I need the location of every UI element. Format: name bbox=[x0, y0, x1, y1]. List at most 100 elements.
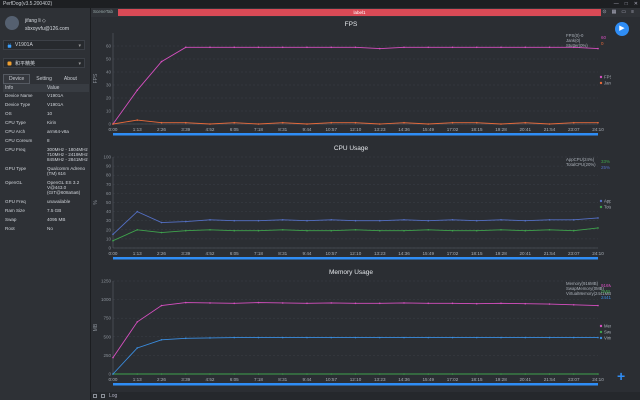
legend-label: AppCPU bbox=[604, 199, 611, 204]
data-point bbox=[427, 219, 430, 222]
x-tick-label: 10:57 bbox=[326, 377, 338, 382]
data-point bbox=[475, 219, 478, 222]
data-point bbox=[330, 336, 333, 339]
maximize-button[interactable]: □ bbox=[624, 1, 628, 7]
add-button[interactable]: + bbox=[617, 368, 626, 384]
data-point bbox=[378, 47, 381, 50]
info-row: CPU Type Kirin bbox=[3, 120, 89, 125]
x-tick-label: 19:28 bbox=[495, 377, 507, 382]
data-point bbox=[306, 46, 308, 49]
menu-icon[interactable]: ≡ bbox=[631, 9, 634, 15]
info-row: Root No bbox=[3, 226, 89, 231]
y-tick-label: 20 bbox=[106, 96, 112, 101]
readout-text: VirtualMemory(2441MB) bbox=[566, 291, 611, 296]
info-value: 10 bbox=[47, 111, 53, 116]
data-point bbox=[184, 373, 187, 375]
info-value: No bbox=[47, 226, 53, 231]
chart-icon[interactable]: ▦ bbox=[611, 9, 617, 15]
info-key: GPU Freq bbox=[5, 199, 26, 204]
info-key: Device Name bbox=[5, 93, 33, 98]
info-key: CPU Arch bbox=[5, 129, 26, 134]
timeline-scrollbar[interactable] bbox=[113, 383, 598, 386]
data-point bbox=[354, 219, 357, 222]
data-point bbox=[209, 302, 211, 304]
y-tick-label: 0 bbox=[108, 122, 111, 127]
data-point bbox=[378, 373, 381, 375]
close-button[interactable]: ✕ bbox=[633, 1, 638, 7]
x-tick-label: 6:05 bbox=[230, 377, 239, 382]
data-point bbox=[257, 301, 260, 304]
data-point bbox=[330, 121, 333, 124]
readout-text: FPS(0)-0 bbox=[566, 33, 584, 38]
avatar[interactable] bbox=[5, 16, 19, 30]
y-tick-label: 50 bbox=[106, 57, 112, 62]
tab-about[interactable]: About bbox=[63, 76, 77, 82]
location-icon[interactable]: ⊙ bbox=[602, 9, 607, 15]
y-tick-label: 20 bbox=[106, 227, 112, 232]
data-point bbox=[427, 229, 430, 231]
data-point bbox=[475, 229, 478, 232]
expand-icon[interactable] bbox=[93, 394, 97, 398]
data-point bbox=[378, 123, 381, 125]
data-point bbox=[403, 336, 405, 339]
data-point bbox=[136, 373, 139, 375]
log-label: Log bbox=[109, 393, 118, 399]
tab-setting[interactable]: Setting bbox=[36, 76, 52, 82]
info-value: OpenGL ES 3.2 V@443.0 (GIT@608a5a6) bbox=[47, 180, 81, 195]
folder-icon[interactable]: ▭ bbox=[621, 9, 627, 15]
side-value: 0MB bbox=[601, 289, 610, 294]
data-point bbox=[112, 123, 114, 125]
data-point bbox=[572, 218, 575, 221]
data-point bbox=[281, 302, 284, 304]
data-point bbox=[184, 301, 187, 304]
user-email: sbxoyvfu@126.com bbox=[25, 26, 69, 32]
y-axis-label: % bbox=[93, 200, 99, 205]
log-checkbox[interactable] bbox=[101, 394, 105, 398]
play-button[interactable]: ▶ bbox=[615, 22, 629, 36]
legend-label: Memory bbox=[604, 324, 611, 329]
data-point bbox=[403, 302, 405, 304]
chart-title: FPS bbox=[345, 21, 358, 28]
data-point bbox=[451, 46, 454, 49]
data-point bbox=[330, 373, 333, 375]
legend-label: Jank bbox=[604, 81, 611, 86]
tab-device[interactable]: Device bbox=[3, 74, 31, 84]
info-row: OS 10 bbox=[3, 111, 89, 116]
x-tick-label: 1:13 bbox=[133, 251, 142, 256]
x-tick-label: 9:44 bbox=[303, 377, 312, 382]
legend-marker bbox=[599, 81, 603, 85]
info-value: Qualcomm Adreno (TM) 616 bbox=[47, 166, 86, 176]
x-tick-label: 3:39 bbox=[181, 127, 190, 132]
label-bar[interactable]: label1 bbox=[118, 9, 601, 16]
data-point bbox=[209, 218, 211, 221]
info-row: GPU Freq unavailable bbox=[3, 199, 89, 204]
data-point bbox=[548, 336, 551, 339]
x-tick-label: 0:00 bbox=[109, 377, 118, 382]
data-point bbox=[524, 229, 527, 232]
app-select[interactable]: 和平精英 ▾ bbox=[3, 58, 85, 68]
x-tick-label: 19:28 bbox=[495, 127, 507, 132]
side-value: 33% bbox=[601, 159, 610, 164]
x-tick-label: 20:41 bbox=[520, 377, 532, 382]
data-point bbox=[233, 373, 236, 375]
x-tick-label: 8:31 bbox=[278, 127, 287, 132]
x-tick-label: 12:10 bbox=[350, 377, 362, 382]
user-name: jifang li ◇ bbox=[25, 18, 46, 24]
timeline-scrollbar[interactable] bbox=[113, 257, 598, 260]
x-tick-label: 14:36 bbox=[398, 127, 410, 132]
data-point bbox=[209, 337, 211, 339]
data-point bbox=[136, 119, 139, 121]
data-point bbox=[524, 302, 527, 305]
x-tick-label: 14:36 bbox=[398, 377, 410, 382]
chart-title: CPU Usage bbox=[334, 145, 369, 152]
timeline-scrollbar[interactable] bbox=[113, 133, 598, 136]
data-point bbox=[597, 227, 599, 229]
minimize-button[interactable]: — bbox=[613, 1, 619, 7]
device-select[interactable]: V1901A ▾ bbox=[3, 40, 85, 50]
data-point bbox=[209, 229, 211, 231]
info-row: CPU Freq 300MHz - 1804MHz 710MHz - 2419MH… bbox=[3, 147, 89, 162]
y-tick-label: 90 bbox=[106, 164, 112, 169]
data-point bbox=[160, 221, 163, 224]
data-point bbox=[500, 229, 502, 231]
x-tick-label: 23:07 bbox=[568, 127, 580, 132]
